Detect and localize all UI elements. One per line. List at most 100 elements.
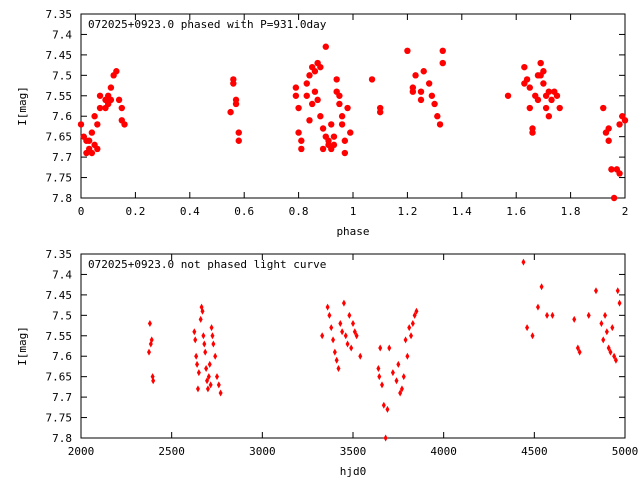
x-tick-label: 1.8 bbox=[561, 205, 581, 218]
data-point bbox=[336, 100, 343, 108]
y-tick-label: 7.35 bbox=[46, 248, 73, 261]
data-point bbox=[610, 194, 618, 202]
data-point bbox=[210, 332, 215, 340]
y-tick-label: 7.45 bbox=[46, 289, 73, 302]
x-tick-label: 1.2 bbox=[397, 205, 417, 218]
data-point bbox=[401, 373, 406, 381]
data-point bbox=[404, 47, 411, 54]
data-point bbox=[577, 348, 582, 356]
data-point bbox=[530, 332, 535, 340]
data-point bbox=[434, 113, 441, 120]
chart-title: 072025+0923.0 phased with P=931.0day bbox=[88, 18, 327, 31]
data-point bbox=[149, 336, 154, 344]
data-point bbox=[414, 307, 419, 315]
data-point bbox=[405, 352, 410, 360]
data-point bbox=[311, 88, 319, 95]
data-point bbox=[328, 121, 335, 128]
data-point bbox=[336, 364, 341, 372]
x-axis-label: phase bbox=[336, 225, 369, 238]
data-point bbox=[94, 121, 101, 128]
data-point bbox=[608, 166, 615, 173]
chart-panel-2: 2000 2500 3000 3500 4000 4500 5000 7.35 7.4 7.45 7… bbox=[16, 248, 638, 478]
data-point bbox=[347, 311, 352, 319]
data-point bbox=[77, 121, 85, 128]
data-point bbox=[292, 92, 300, 99]
data-point bbox=[118, 104, 126, 112]
data-point bbox=[376, 364, 381, 372]
data-point bbox=[147, 348, 151, 356]
x-tick-label: 1.6 bbox=[506, 205, 526, 218]
data-point bbox=[192, 328, 197, 336]
data-point bbox=[314, 96, 321, 104]
data-point bbox=[193, 336, 198, 344]
data-point bbox=[295, 129, 302, 136]
data-point bbox=[341, 299, 346, 307]
data-point bbox=[227, 108, 234, 116]
data-point bbox=[616, 121, 623, 128]
y-tick-label: 7.5 bbox=[52, 309, 72, 322]
data-point bbox=[329, 324, 334, 332]
data-point bbox=[198, 315, 203, 323]
data-point bbox=[605, 125, 612, 132]
data-point bbox=[378, 344, 383, 352]
data-point bbox=[403, 336, 408, 344]
data-point bbox=[399, 385, 404, 393]
chart-panel-1: 0 0.2 0.4 0.6 0.8 1 1.2 1.4 1.6 1.8 2 7.35 7.4 7.45 7.… bbox=[16, 8, 628, 238]
data-point bbox=[306, 117, 313, 124]
data-point bbox=[343, 332, 348, 340]
data-point bbox=[204, 364, 209, 372]
x-tick-label: 1.4 bbox=[452, 205, 472, 218]
data-point bbox=[439, 47, 446, 54]
data-point bbox=[298, 137, 305, 144]
data-point bbox=[575, 344, 580, 352]
data-point bbox=[317, 113, 324, 120]
data-point bbox=[331, 336, 336, 344]
data-point bbox=[556, 104, 563, 112]
data-point bbox=[235, 129, 242, 136]
data-point bbox=[428, 92, 436, 99]
data-point bbox=[537, 59, 544, 67]
x-tick-label: 0.8 bbox=[289, 205, 309, 218]
data-point bbox=[340, 328, 345, 336]
data-point bbox=[409, 88, 417, 95]
data-point bbox=[317, 63, 324, 71]
data-point bbox=[535, 303, 540, 311]
data-point bbox=[338, 113, 346, 120]
data-point bbox=[218, 389, 223, 397]
data-point bbox=[91, 113, 98, 120]
data-point bbox=[338, 121, 346, 128]
data-point bbox=[521, 258, 526, 266]
data-point bbox=[349, 344, 354, 352]
data-point bbox=[200, 307, 205, 315]
data-point bbox=[201, 332, 206, 340]
data-point bbox=[529, 129, 536, 136]
data-point bbox=[352, 328, 357, 336]
data-point bbox=[398, 389, 403, 397]
data-point bbox=[605, 137, 612, 144]
x-tick-label: 0 bbox=[78, 205, 85, 218]
data-point bbox=[599, 320, 604, 328]
data-point bbox=[381, 401, 386, 409]
x-tick-label: 3000 bbox=[249, 445, 276, 458]
chart-title: 072025+0923.0 not phased light curve bbox=[88, 258, 326, 271]
data-point bbox=[325, 303, 330, 311]
data-point bbox=[412, 72, 419, 79]
y-axis-label: I[mag] bbox=[16, 86, 29, 126]
data-point bbox=[205, 377, 210, 385]
x-tick-label: 2000 bbox=[68, 445, 95, 458]
data-point bbox=[572, 315, 577, 323]
data-point bbox=[615, 287, 620, 295]
data-point bbox=[211, 340, 216, 348]
data-point bbox=[368, 76, 376, 83]
y-tick-label: 7.65 bbox=[46, 371, 73, 384]
y-tick-label: 7.45 bbox=[46, 49, 73, 62]
data-point bbox=[616, 170, 623, 177]
data-point bbox=[207, 360, 212, 368]
data-point bbox=[534, 96, 542, 104]
data-point bbox=[147, 320, 152, 328]
data-point bbox=[113, 68, 120, 75]
data-point bbox=[600, 104, 607, 112]
data-point bbox=[94, 145, 101, 153]
y-tick-label: 7.6 bbox=[52, 110, 72, 123]
data-point bbox=[333, 76, 340, 83]
